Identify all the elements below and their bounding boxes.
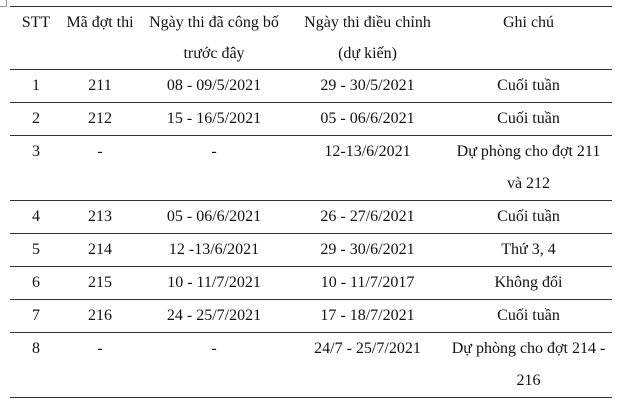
table-cell: 216 <box>88 307 112 324</box>
table-cell: 26 - 27/6/2021 <box>320 208 415 225</box>
header-row: STT Mã đợt thi Ngày thi đã công bố trước đ… <box>10 6 612 70</box>
table-cell: Cuối tuần <box>497 208 560 225</box>
table-row: 7 216 24 - 25/7/2021 17 - 18/7/2021 Cuối tuầ… <box>10 300 612 333</box>
table-cell: 24 - 25/7/2021 <box>166 307 262 324</box>
table-cell: 24/7 - 25/7/2021 <box>314 340 421 357</box>
table-cell: Cuối tuần <box>497 110 560 127</box>
header-cell: Mã đợt thi <box>66 14 134 31</box>
table-row: 8 - - 24/7 - 25/7/2021 Dự phòng cho đợt 214 … <box>10 333 612 398</box>
table-row: 4 213 05 - 06/6/2021 26 - 27/6/2021 Cuối tuầ… <box>10 201 612 234</box>
table-cell: 05 - 06/6/2021 <box>320 110 415 127</box>
table-cell: 211 <box>88 77 112 94</box>
table-cell: 5 <box>32 241 40 258</box>
table-cell: - <box>211 143 217 160</box>
table-cell: - <box>97 143 103 160</box>
table-cell: Dự phòng cho đợt 214 - 216 <box>451 340 606 389</box>
schedule-table: STT Mã đợt thi Ngày thi đã công bố trước đ… <box>10 6 612 398</box>
table-body: 1 211 08 - 09/5/2021 29 - 30/5/2021 Cuối tuầ… <box>10 70 612 398</box>
table-row: 5 214 12 -13/6/2021 29 - 30/6/2021 Thứ 3, 4 <box>10 234 612 267</box>
table-cell: Không đổi <box>494 274 563 291</box>
table-cell: 214 <box>88 241 112 258</box>
table-cell: 10 - 11/7/2021 <box>167 274 261 291</box>
table-cell: 6 <box>32 274 40 291</box>
table-cell: 29 - 30/5/2021 <box>320 77 415 94</box>
table-cell: 12 -13/6/2021 <box>168 241 260 258</box>
table-row: 2 212 15 - 16/5/2021 05 - 06/6/2021 Cuối tuầ… <box>10 103 612 136</box>
corner-mark <box>0 0 7 7</box>
table-cell: 213 <box>88 208 112 225</box>
table-cell: 8 <box>32 340 40 357</box>
table-cell: Thứ 3, 4 <box>501 241 556 258</box>
table-row: 1 211 08 - 09/5/2021 29 - 30/5/2021 Cuối tuầ… <box>10 70 612 103</box>
table-cell: 17 - 18/7/2021 <box>320 307 415 324</box>
table-cell: Dự phòng cho đợt 211 và 212 <box>456 143 601 192</box>
table-cell: 2 <box>32 110 40 127</box>
table-cell: 12-13/6/2021 <box>324 143 411 160</box>
header-cell: STT <box>21 14 51 31</box>
table-cell: - <box>97 340 103 357</box>
table-cell: 05 - 06/6/2021 <box>166 208 262 225</box>
header-cell: Ngày thi điều chỉnh (dự kiến) <box>304 14 431 62</box>
table-cell: - <box>211 340 217 357</box>
table-cell: 15 - 16/5/2021 <box>166 110 262 127</box>
table-cell: 7 <box>32 307 40 324</box>
table-cell: 29 - 30/6/2021 <box>320 241 415 258</box>
header-cell: Ghi chú <box>502 14 555 31</box>
header-cell: Ngày thi đã công bố trước đây <box>149 14 279 62</box>
table-cell: 4 <box>32 208 40 225</box>
table-row: 6 215 10 - 11/7/2021 10 - 11/7/2017 Không đổ… <box>10 267 612 300</box>
table-cell: 212 <box>88 110 112 127</box>
table-cell: 08 - 09/5/2021 <box>166 77 262 94</box>
table-cell: Cuối tuần <box>497 307 560 324</box>
table-cell: 215 <box>88 274 112 291</box>
table-row: 3 - - 12-13/6/2021 Dự phòng cho đợt 211 và 2… <box>10 136 612 201</box>
table-header: STT Mã đợt thi Ngày thi đã công bố trước đ… <box>10 6 612 70</box>
table-cell: 1 <box>32 77 40 94</box>
table-cell: Cuối tuần <box>497 77 560 94</box>
table-cell: 3 <box>32 143 40 160</box>
table-cell: 10 - 11/7/2017 <box>320 274 415 291</box>
